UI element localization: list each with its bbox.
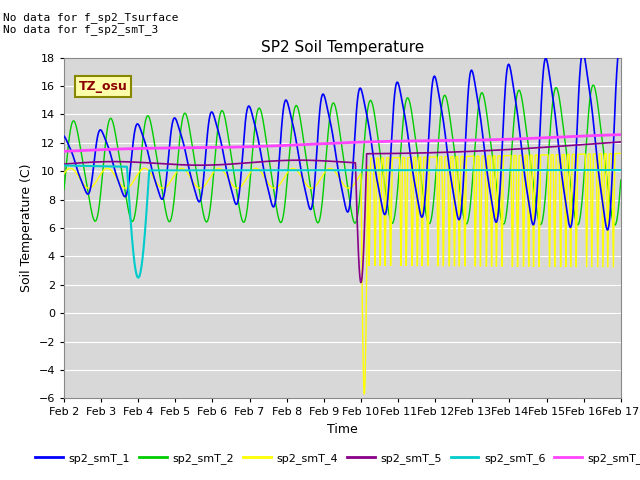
Text: No data for f_sp2_Tsurface
No data for f_sp2_smT_3: No data for f_sp2_Tsurface No data for f…: [3, 12, 179, 36]
Title: SP2 Soil Temperature: SP2 Soil Temperature: [260, 40, 424, 55]
Text: TZ_osu: TZ_osu: [79, 80, 127, 93]
X-axis label: Time: Time: [327, 423, 358, 436]
Legend: sp2_smT_1, sp2_smT_2, sp2_smT_4, sp2_smT_5, sp2_smT_6, sp2_smT_7: sp2_smT_1, sp2_smT_2, sp2_smT_4, sp2_smT…: [31, 448, 640, 468]
Y-axis label: Soil Temperature (C): Soil Temperature (C): [20, 164, 33, 292]
